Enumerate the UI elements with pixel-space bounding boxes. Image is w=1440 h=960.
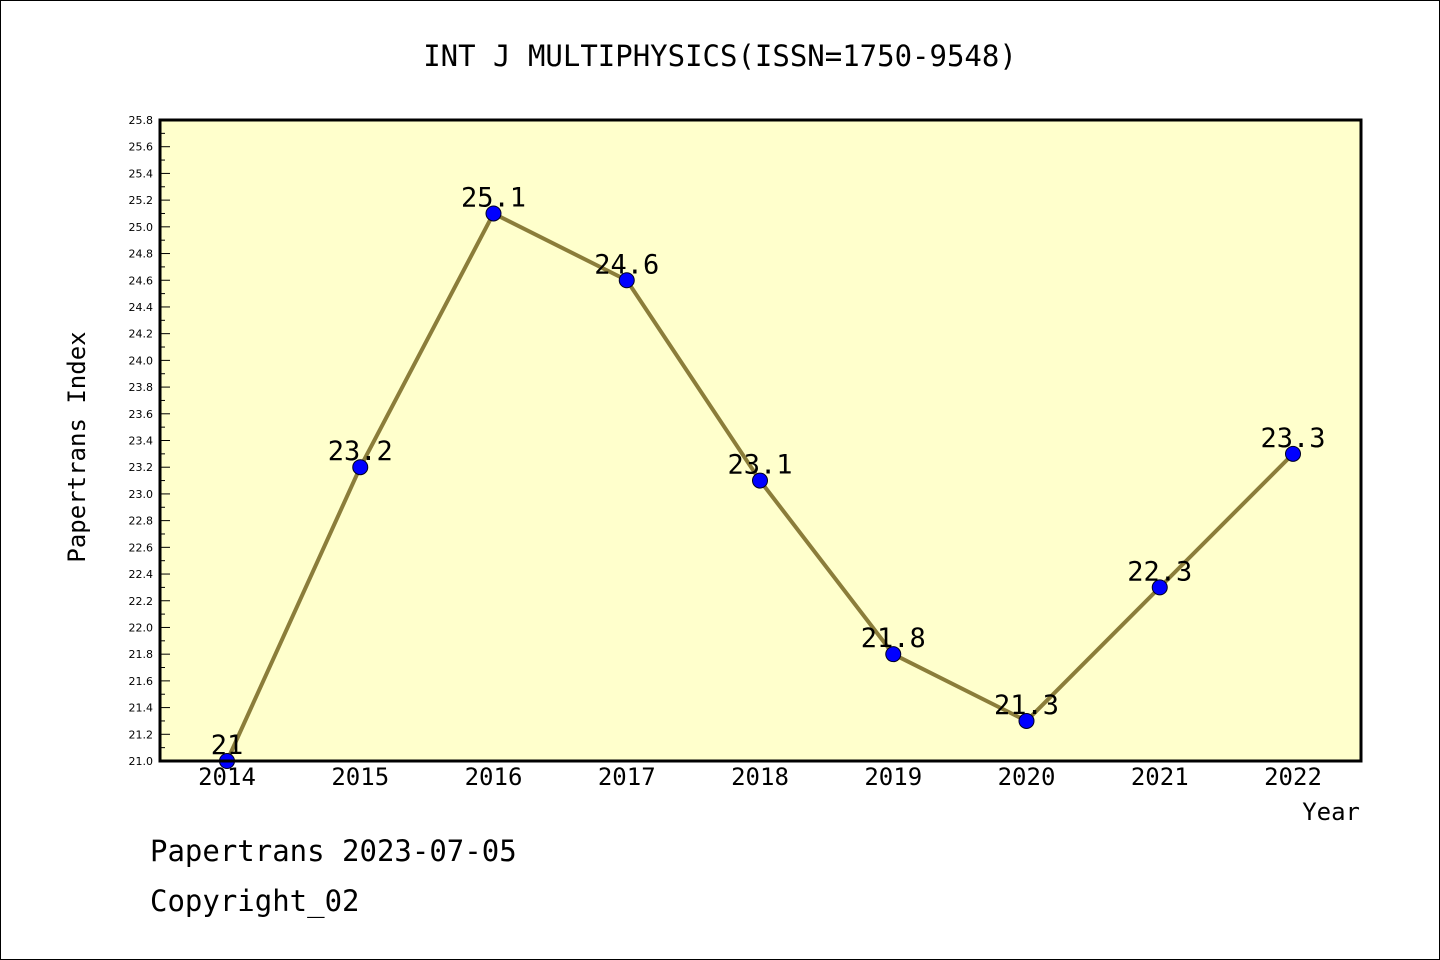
data-label: 21.8: [861, 623, 926, 654]
y-tick-label: 25.2: [129, 194, 154, 207]
data-point: [1018, 712, 1035, 729]
x-tick-label: 2016: [465, 763, 523, 791]
x-axis-label: Year: [1302, 798, 1360, 826]
x-tick-label: 2019: [864, 763, 922, 791]
footer-copyright: Copyright_02: [150, 884, 360, 918]
y-tick-label: 24.0: [129, 354, 154, 367]
y-tick-label: 21.8: [129, 648, 154, 661]
y-tick-label: 23.8: [129, 381, 154, 394]
y-tick-label: 25.0: [129, 221, 154, 234]
y-tick-label: 23.6: [129, 408, 154, 421]
y-tick-label: 21.4: [129, 702, 154, 715]
data-point: [618, 272, 635, 289]
plot-area: [160, 120, 1361, 761]
y-tick-label: 21.6: [129, 675, 154, 688]
chart-title: INT J MULTIPHYSICS(ISSN=1750-9548): [423, 39, 1017, 73]
x-tick-label: 2018: [731, 763, 789, 791]
data-point: [1151, 579, 1168, 596]
y-tick-label: 24.6: [129, 274, 154, 287]
y-tick-label: 24.4: [129, 301, 154, 314]
x-tick-label: 2017: [598, 763, 656, 791]
data-point: [352, 459, 369, 476]
y-tick-label: 21.0: [129, 755, 154, 768]
data-label: 25.1: [461, 182, 526, 213]
y-tick-label: 22.2: [129, 595, 154, 608]
plot-border: [158, 118, 1363, 763]
x-tick-label: 2015: [331, 763, 389, 791]
y-tick-label: 22.8: [129, 515, 154, 528]
x-tick-label: 2020: [998, 763, 1056, 791]
y-tick-label: 24.8: [129, 248, 154, 261]
footer-date: Papertrans 2023-07-05: [150, 834, 517, 868]
y-axis-label: Papertrans Index: [63, 331, 91, 562]
y-tick-label: 25.4: [129, 167, 154, 180]
y-tick-label: 24.2: [129, 328, 154, 341]
y-tick-label: 25.6: [129, 141, 154, 154]
y-tick-label: 22.6: [129, 541, 154, 554]
data-label: 23.2: [328, 436, 393, 467]
x-tick-label: 2021: [1131, 763, 1189, 791]
data-point: [752, 472, 768, 489]
y-tick-label: 22.0: [129, 621, 154, 634]
y-tick-label: 23.2: [129, 461, 154, 474]
data-point: [485, 205, 502, 222]
data-label: 22.3: [1127, 556, 1192, 587]
data-label: 23.3: [1260, 423, 1325, 454]
data-label: 21: [211, 730, 244, 761]
data-label: 23.1: [727, 450, 792, 481]
y-tick-label: 23.0: [129, 488, 154, 501]
y-tick-label: 25.8: [129, 114, 154, 127]
data-label: 24.6: [594, 249, 659, 280]
y-tick-label: 21.2: [129, 728, 154, 741]
data-label: 21.3: [994, 690, 1059, 721]
data-point: [885, 646, 902, 663]
x-tick-label: 2022: [1264, 763, 1322, 791]
y-tick-label: 23.4: [129, 435, 154, 448]
y-tick-label: 22.4: [129, 568, 154, 581]
data-point: [1285, 445, 1301, 462]
